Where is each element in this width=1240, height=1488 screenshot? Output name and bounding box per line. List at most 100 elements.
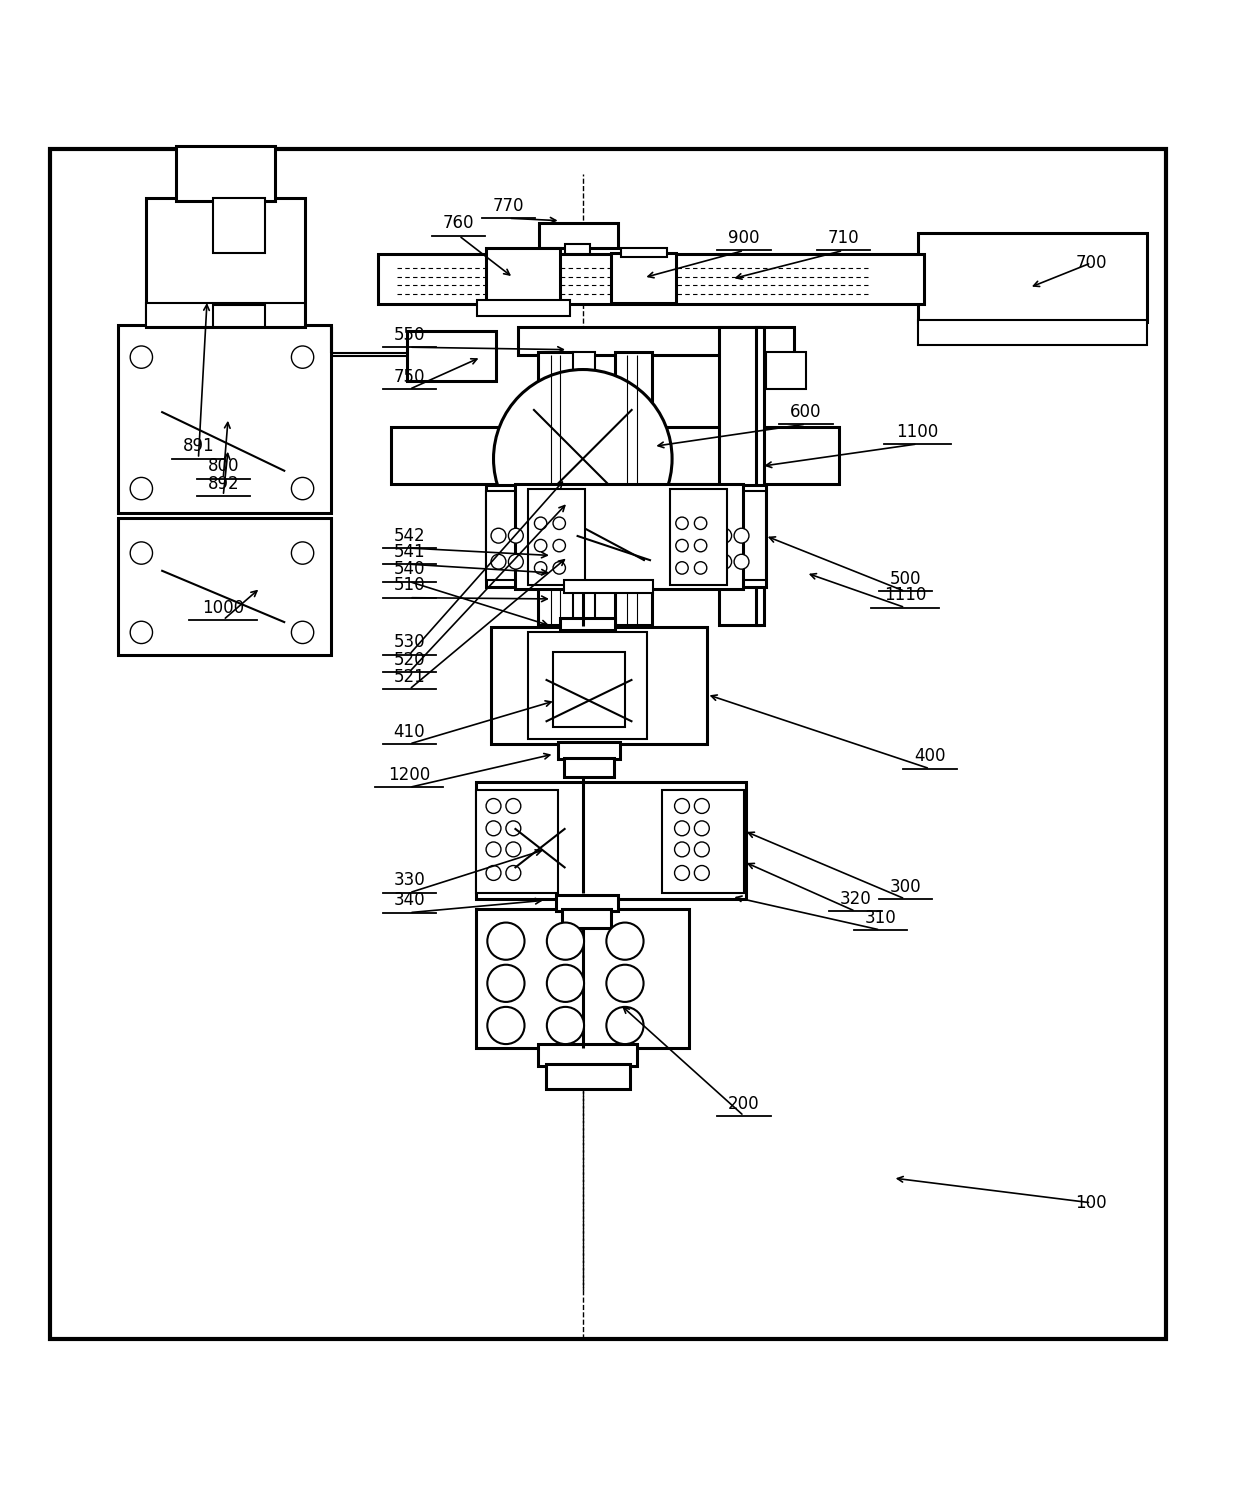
Bar bbox=[756, 327, 764, 625]
Circle shape bbox=[486, 821, 501, 836]
Text: 330: 330 bbox=[393, 872, 425, 890]
Bar bbox=[528, 488, 585, 585]
Circle shape bbox=[676, 539, 688, 552]
Circle shape bbox=[487, 1007, 525, 1045]
Circle shape bbox=[534, 516, 547, 530]
Circle shape bbox=[130, 345, 153, 368]
Circle shape bbox=[506, 821, 521, 836]
Bar bbox=[918, 320, 1147, 345]
Text: 900: 900 bbox=[728, 229, 760, 247]
Text: 710: 710 bbox=[827, 229, 859, 247]
Bar bbox=[176, 146, 275, 201]
Bar bbox=[719, 327, 759, 625]
Text: 800: 800 bbox=[207, 457, 239, 475]
Circle shape bbox=[506, 799, 521, 814]
Circle shape bbox=[734, 554, 749, 568]
Circle shape bbox=[534, 561, 547, 574]
Circle shape bbox=[506, 866, 521, 881]
Bar bbox=[477, 301, 570, 317]
Text: 541: 541 bbox=[393, 543, 425, 561]
Circle shape bbox=[694, 561, 707, 574]
Bar bbox=[615, 353, 652, 625]
Bar bbox=[486, 491, 541, 580]
Bar bbox=[564, 580, 653, 592]
Text: 1000: 1000 bbox=[202, 598, 244, 616]
Bar bbox=[560, 618, 615, 629]
Text: 1200: 1200 bbox=[388, 766, 430, 784]
Bar bbox=[573, 353, 595, 625]
Text: 340: 340 bbox=[393, 891, 425, 909]
Bar bbox=[476, 783, 746, 899]
Text: 310: 310 bbox=[864, 909, 897, 927]
Circle shape bbox=[675, 866, 689, 881]
Text: 300: 300 bbox=[889, 878, 921, 896]
Bar bbox=[486, 485, 766, 586]
Bar bbox=[539, 223, 618, 248]
Circle shape bbox=[130, 542, 153, 564]
Text: 1110: 1110 bbox=[884, 586, 926, 604]
Circle shape bbox=[694, 866, 709, 881]
Circle shape bbox=[676, 561, 688, 574]
Circle shape bbox=[694, 799, 709, 814]
Circle shape bbox=[734, 528, 749, 543]
Bar bbox=[213, 198, 265, 253]
Text: 891: 891 bbox=[182, 437, 215, 455]
Circle shape bbox=[487, 964, 525, 1001]
Circle shape bbox=[291, 345, 314, 368]
Circle shape bbox=[487, 923, 525, 960]
Circle shape bbox=[130, 622, 153, 643]
Text: 540: 540 bbox=[393, 559, 425, 579]
Circle shape bbox=[694, 539, 707, 552]
Circle shape bbox=[606, 964, 644, 1001]
Circle shape bbox=[534, 539, 547, 552]
Text: 1100: 1100 bbox=[897, 423, 939, 440]
Bar bbox=[712, 491, 766, 580]
Text: 542: 542 bbox=[393, 527, 425, 545]
Bar bbox=[562, 909, 611, 927]
Circle shape bbox=[553, 539, 565, 552]
Text: 520: 520 bbox=[393, 650, 425, 668]
Bar bbox=[118, 518, 331, 655]
Circle shape bbox=[675, 799, 689, 814]
Circle shape bbox=[494, 369, 672, 548]
Bar bbox=[564, 757, 614, 777]
Bar bbox=[476, 909, 689, 1048]
Circle shape bbox=[291, 622, 314, 643]
Bar bbox=[621, 248, 667, 256]
Text: 320: 320 bbox=[839, 890, 872, 908]
Circle shape bbox=[291, 478, 314, 500]
Text: 770: 770 bbox=[492, 196, 525, 214]
Circle shape bbox=[486, 866, 501, 881]
Circle shape bbox=[506, 842, 521, 857]
Text: 550: 550 bbox=[393, 326, 425, 344]
Text: 700: 700 bbox=[1075, 254, 1107, 272]
Text: 750: 750 bbox=[393, 368, 425, 385]
Bar bbox=[518, 327, 794, 354]
Circle shape bbox=[675, 821, 689, 836]
Circle shape bbox=[547, 964, 584, 1001]
Bar bbox=[146, 198, 305, 327]
Bar bbox=[662, 790, 744, 893]
Circle shape bbox=[547, 1007, 584, 1045]
Text: 521: 521 bbox=[393, 668, 425, 686]
Bar bbox=[391, 427, 839, 484]
Circle shape bbox=[491, 528, 506, 543]
Circle shape bbox=[694, 821, 709, 836]
Bar bbox=[546, 1064, 630, 1089]
Bar bbox=[476, 790, 558, 893]
Bar bbox=[515, 484, 743, 589]
Circle shape bbox=[291, 542, 314, 564]
Circle shape bbox=[717, 528, 732, 543]
Bar bbox=[553, 652, 625, 726]
Circle shape bbox=[606, 923, 644, 960]
Circle shape bbox=[491, 554, 506, 568]
Text: 410: 410 bbox=[393, 723, 425, 741]
Text: 400: 400 bbox=[914, 747, 946, 765]
Circle shape bbox=[486, 799, 501, 814]
Text: 500: 500 bbox=[889, 570, 921, 588]
Circle shape bbox=[694, 842, 709, 857]
Bar bbox=[528, 632, 647, 740]
Bar bbox=[491, 628, 707, 744]
Circle shape bbox=[606, 1007, 644, 1045]
Bar bbox=[670, 488, 727, 585]
